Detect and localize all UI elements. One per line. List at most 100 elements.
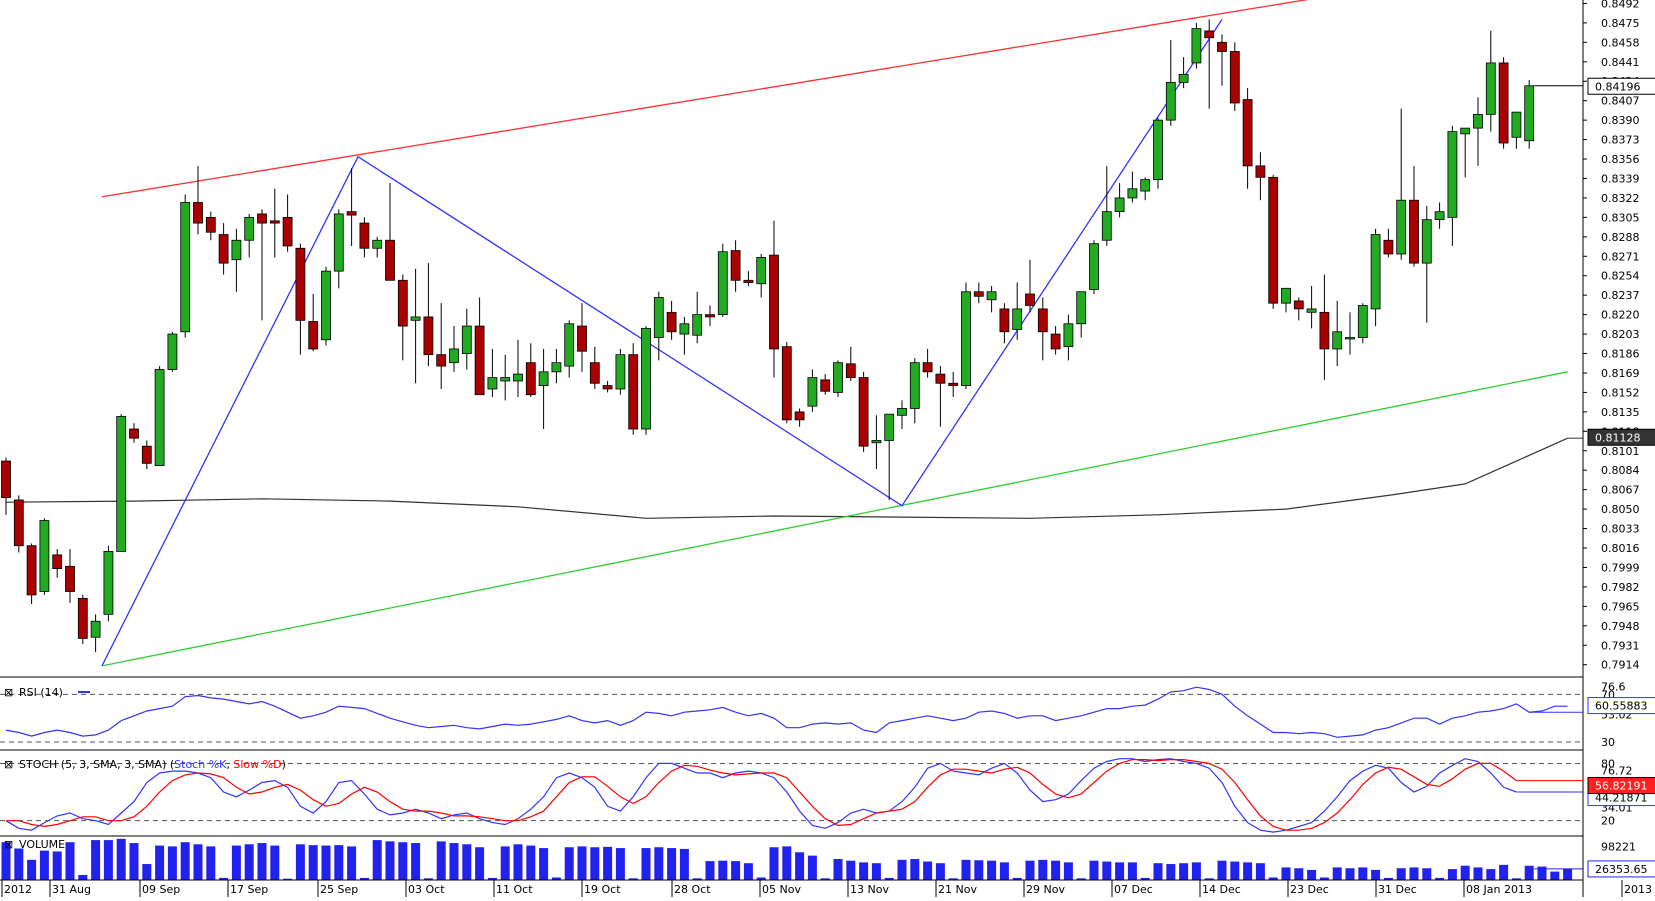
candle (1320, 275, 1329, 380)
candle (834, 360, 843, 397)
volume-bar (1179, 863, 1188, 880)
price-tick-label: 0.8135 (1601, 406, 1640, 419)
candle-body (1346, 338, 1355, 340)
price-tick-label: 0.8322 (1601, 192, 1640, 205)
candle-body (1256, 166, 1265, 177)
stoch-axis-label: 20 (1601, 815, 1615, 828)
volume-bar (680, 849, 689, 880)
volume-bar (1115, 862, 1124, 880)
volume-bar (437, 841, 446, 880)
candle (386, 183, 395, 280)
volume-bar (309, 845, 318, 880)
candle-body (910, 363, 919, 409)
candle-body (245, 217, 254, 240)
candle-body (1000, 309, 1009, 332)
candle-body (1179, 74, 1188, 82)
candle-body (1192, 29, 1201, 63)
candle-body (462, 326, 471, 353)
candle-body (347, 212, 356, 215)
candle (859, 372, 868, 452)
candle (206, 212, 215, 241)
candle-body (1474, 114, 1483, 128)
candle (462, 309, 471, 370)
stoch-title-end: ) (282, 758, 286, 771)
candle-body (539, 372, 548, 386)
time-tick-label: 14 Dec (1202, 883, 1241, 896)
candle-body (846, 364, 855, 378)
price-tick-label: 0.8033 (1601, 523, 1640, 536)
support-trendline (102, 372, 1568, 666)
price-tick-label: 0.8305 (1601, 211, 1640, 224)
price-tick-label: 0.8356 (1601, 153, 1640, 166)
candle (1192, 23, 1201, 69)
candle (1307, 286, 1316, 328)
volume-bar (616, 848, 625, 880)
volume-bar (1192, 862, 1201, 880)
candle (78, 595, 87, 644)
volume-bar (770, 847, 779, 880)
candle-body (1102, 212, 1111, 241)
candle-body (1128, 189, 1137, 198)
candle-body (1166, 82, 1175, 120)
volume-close-icon: ⊠ (4, 838, 13, 851)
candle (846, 347, 855, 381)
volume-bar (1307, 870, 1316, 880)
candle (347, 168, 356, 246)
candle (475, 297, 484, 394)
candle-body (1205, 31, 1214, 38)
candle-body (731, 251, 740, 281)
candle-body (834, 363, 843, 393)
candle (1090, 240, 1099, 294)
candle (936, 366, 945, 427)
candle (1512, 112, 1521, 149)
candle (1051, 326, 1060, 355)
volume-bar (1461, 866, 1470, 880)
volume-bar (539, 848, 548, 880)
volume-bar (1064, 862, 1073, 880)
volume-bar (782, 846, 791, 880)
volume-bar (104, 840, 113, 880)
rsi-close-icon: ⊠ (4, 686, 13, 699)
candle (1269, 175, 1278, 309)
rsi-current-label: 60.55883 (1595, 700, 1648, 713)
price-tick-label: 0.8254 (1601, 270, 1640, 283)
candle (296, 244, 305, 355)
time-tick-label: 2012 (4, 883, 32, 896)
candle (910, 358, 919, 423)
volume-bar (66, 842, 75, 880)
volume-bar (334, 845, 343, 880)
time-tick-label: 28 Oct (674, 883, 711, 896)
price-tick-label: 0.7999 (1601, 561, 1640, 574)
volume-bar (411, 843, 420, 880)
candle-body (91, 621, 100, 637)
volume-bar (373, 840, 382, 880)
candle (1218, 34, 1227, 85)
price-tick-label: 0.7982 (1601, 581, 1640, 594)
candle-body (782, 347, 791, 420)
candle (334, 209, 343, 288)
time-tick-label: 25 Sep (320, 883, 358, 896)
candle (962, 283, 971, 389)
candle (1205, 19, 1214, 108)
candle (526, 343, 535, 397)
candle-body (1294, 301, 1303, 309)
volume-bar (1358, 867, 1367, 880)
volume-bar (206, 846, 215, 880)
volume-bar (1525, 866, 1534, 880)
volume-bar (245, 844, 254, 880)
volume-bar (1346, 868, 1355, 880)
volume-bar (1102, 862, 1111, 880)
candle (411, 269, 420, 383)
candle (488, 349, 497, 397)
candle-body (386, 240, 395, 280)
candle-body (718, 252, 727, 315)
candle-body (744, 280, 753, 282)
candle-body (1090, 244, 1099, 290)
candle-body (1461, 128, 1470, 134)
candle (1256, 152, 1265, 200)
price-tick-label: 0.8050 (1601, 503, 1640, 516)
volume-bar (270, 846, 279, 880)
candle-body (1269, 177, 1278, 303)
candle (757, 254, 766, 297)
volume-bar (386, 841, 395, 880)
